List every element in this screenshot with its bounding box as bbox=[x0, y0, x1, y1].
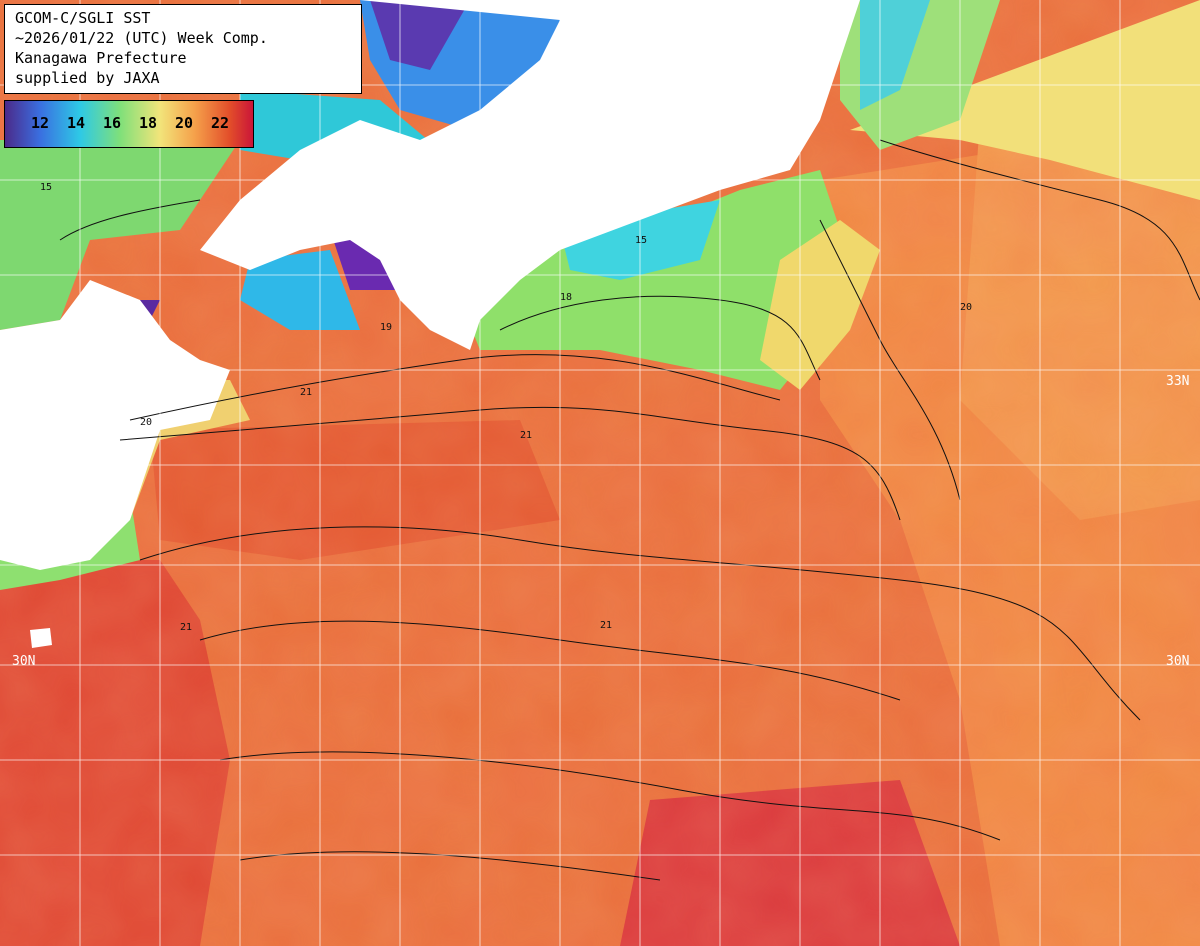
contour-labels: 21 21 21 20 19 18 15 15 20 21 bbox=[40, 182, 972, 633]
contour-label: 21 bbox=[600, 620, 612, 631]
coastal-ne-yellow bbox=[850, 0, 1200, 200]
land-north bbox=[200, 0, 860, 350]
coastal-yellow-arc bbox=[760, 220, 880, 390]
title-box: GCOM-C/SGLI SST ~2026/01/22 (UTC) Week C… bbox=[4, 4, 362, 94]
contour-label: 20 bbox=[960, 302, 972, 313]
coastal-central-green bbox=[460, 170, 850, 390]
legend-tick: 14 bbox=[67, 114, 86, 132]
contour-label: 15 bbox=[635, 235, 647, 246]
title-date: ~2026/01/22 (UTC) Week Comp. bbox=[15, 29, 268, 47]
legend-tick: 18 bbox=[139, 114, 158, 132]
title-product: GCOM-C/SGLI SST bbox=[15, 9, 151, 27]
cold-north-purple bbox=[370, 0, 470, 70]
contour-label: 21 bbox=[300, 387, 312, 398]
color-legend: 12 14 16 18 20 22 bbox=[4, 100, 254, 148]
legend-tick: 12 bbox=[31, 114, 50, 132]
contour-label: 21 bbox=[520, 430, 532, 441]
legend-tick: 20 bbox=[175, 114, 194, 132]
lat-label-33n-left: 33N bbox=[12, 374, 36, 389]
land-west bbox=[0, 280, 230, 570]
contour-label: 18 bbox=[560, 292, 572, 303]
legend-tick: 22 bbox=[211, 114, 230, 132]
lat-label-33n-right: 33N bbox=[1166, 374, 1190, 389]
contour-label: 21 bbox=[180, 622, 192, 633]
title-supplier: supplied by JAXA bbox=[15, 69, 160, 87]
coastal-west-cyan bbox=[240, 250, 360, 330]
lat-label-30n-left: 30N bbox=[12, 654, 36, 669]
contour-label: 15 bbox=[40, 182, 52, 193]
contour-label: 19 bbox=[380, 322, 392, 333]
coastal-ne-cyan bbox=[860, 0, 930, 110]
legend-ticks: 12 14 16 18 20 22 bbox=[5, 114, 253, 132]
title-region: Kanagawa Prefecture bbox=[15, 49, 187, 67]
legend-tick: 16 bbox=[103, 114, 122, 132]
lat-label-30n-right: 30N bbox=[1166, 654, 1190, 669]
coastal-west-green bbox=[0, 140, 240, 330]
contour-label: 20 bbox=[140, 417, 152, 428]
legend-gradient bbox=[5, 101, 253, 147]
land-island-small bbox=[30, 628, 52, 648]
